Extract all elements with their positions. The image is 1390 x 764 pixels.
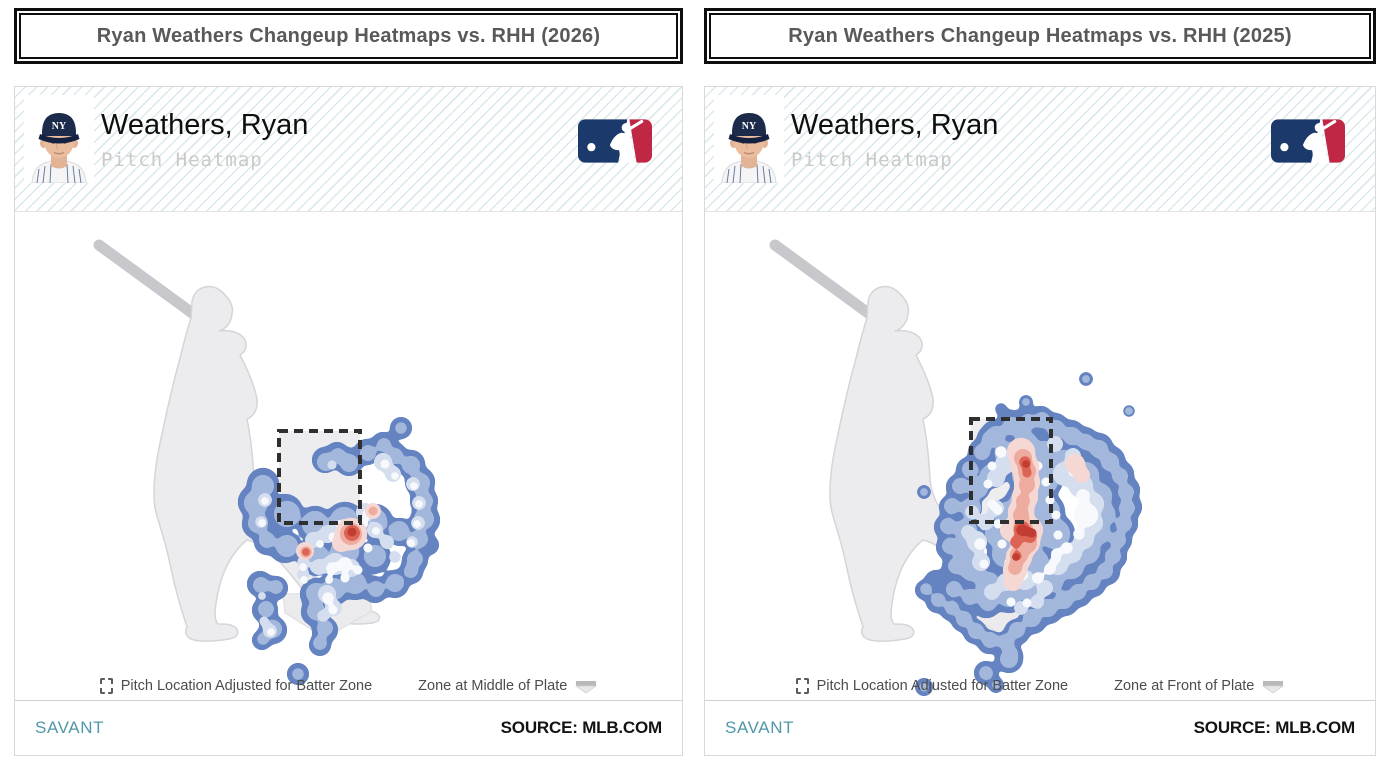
panel-2025: Ryan Weathers Changeup Heatmaps vs. RHH … — [704, 8, 1376, 756]
legend-note: Pitch Location Adjusted for Batter Zone … — [705, 678, 1375, 694]
note-zone-depth: Zone at Front of Plate — [1114, 678, 1285, 694]
svg-text:NY: NY — [742, 121, 757, 132]
source-credit: SOURCE: MLB.COM — [1193, 717, 1356, 737]
dashed-zone-icon — [795, 678, 809, 694]
density-2 — [244, 422, 434, 680]
savant-logo-link[interactable]: SAVANT — [725, 717, 795, 737]
panel-2026: Ryan Weathers Changeup Heatmaps vs. RHH … — [14, 8, 683, 756]
dashed-zone-icon — [99, 678, 113, 694]
player-info: Weathers, Ryan Pitch Heatmap — [791, 109, 998, 171]
chart-title-text: Ryan Weathers Changeup Heatmaps vs. RHH … — [788, 24, 1292, 47]
source-credit: SOURCE: MLB.COM — [500, 717, 663, 737]
home-plate-icon — [1262, 680, 1285, 693]
chart-title-2025: Ryan Weathers Changeup Heatmaps vs. RHH … — [704, 8, 1376, 64]
card-header: NY Weathers, Ryan Pitch Heatmap — [705, 87, 1375, 212]
player-photo: NY — [24, 95, 94, 183]
heatmap-card-2025: NY Weathers, Ryan Pitch Heatmap Pitch Lo… — [704, 86, 1376, 756]
mlb-logo-icon — [1271, 119, 1345, 163]
pitch-heatmap-2026 — [93, 239, 440, 685]
player-name: Weathers, Ryan — [791, 109, 999, 141]
note-adjusted: Pitch Location Adjusted for Batter Zone — [795, 678, 1068, 694]
heatmap-plot-2026: Pitch Location Adjusted for Batter Zone … — [15, 212, 682, 700]
density-4-white — [257, 459, 424, 637]
svg-text:NY: NY — [52, 121, 67, 132]
note-adjusted: Pitch Location Adjusted for Batter Zone — [99, 678, 372, 694]
note-zone-depth: Zone at Middle of Plate — [418, 678, 598, 694]
player-photo: NY — [714, 95, 784, 183]
legend-note: Pitch Location Adjusted for Batter Zone … — [15, 678, 682, 694]
mlb-logo-icon — [578, 119, 652, 163]
heatmap-plot-2025: Pitch Location Adjusted for Batter Zone … — [705, 212, 1375, 700]
strike-zone-outline — [277, 429, 362, 525]
savant-logo-link[interactable]: SAVANT — [35, 717, 105, 737]
chart-title-2026: Ryan Weathers Changeup Heatmaps vs. RHH … — [14, 8, 683, 64]
card-footer: SAVANT SOURCE: MLB.COM — [15, 700, 682, 754]
player-info: Weathers, Ryan Pitch Heatmap — [101, 109, 308, 171]
density-8-peak — [1011, 459, 1037, 562]
density-8-peak — [347, 527, 357, 537]
card-footer: SAVANT SOURCE: MLB.COM — [705, 700, 1375, 754]
home-plate-icon — [575, 680, 598, 693]
player-name: Weathers, Ryan — [101, 109, 309, 141]
card-header: NY Weathers, Ryan Pitch Heatmap — [15, 87, 682, 212]
heatmap-card-2026: NY Weathers, Ryan Pitch Heatmap Pitch Lo… — [14, 86, 683, 756]
chart-title-text: Ryan Weathers Changeup Heatmaps vs. RHH … — [96, 24, 601, 47]
card-subtitle: Pitch Heatmap — [101, 149, 263, 171]
card-subtitle: Pitch Heatmap — [791, 149, 953, 171]
pitch-heatmap-2025 — [769, 239, 1142, 696]
